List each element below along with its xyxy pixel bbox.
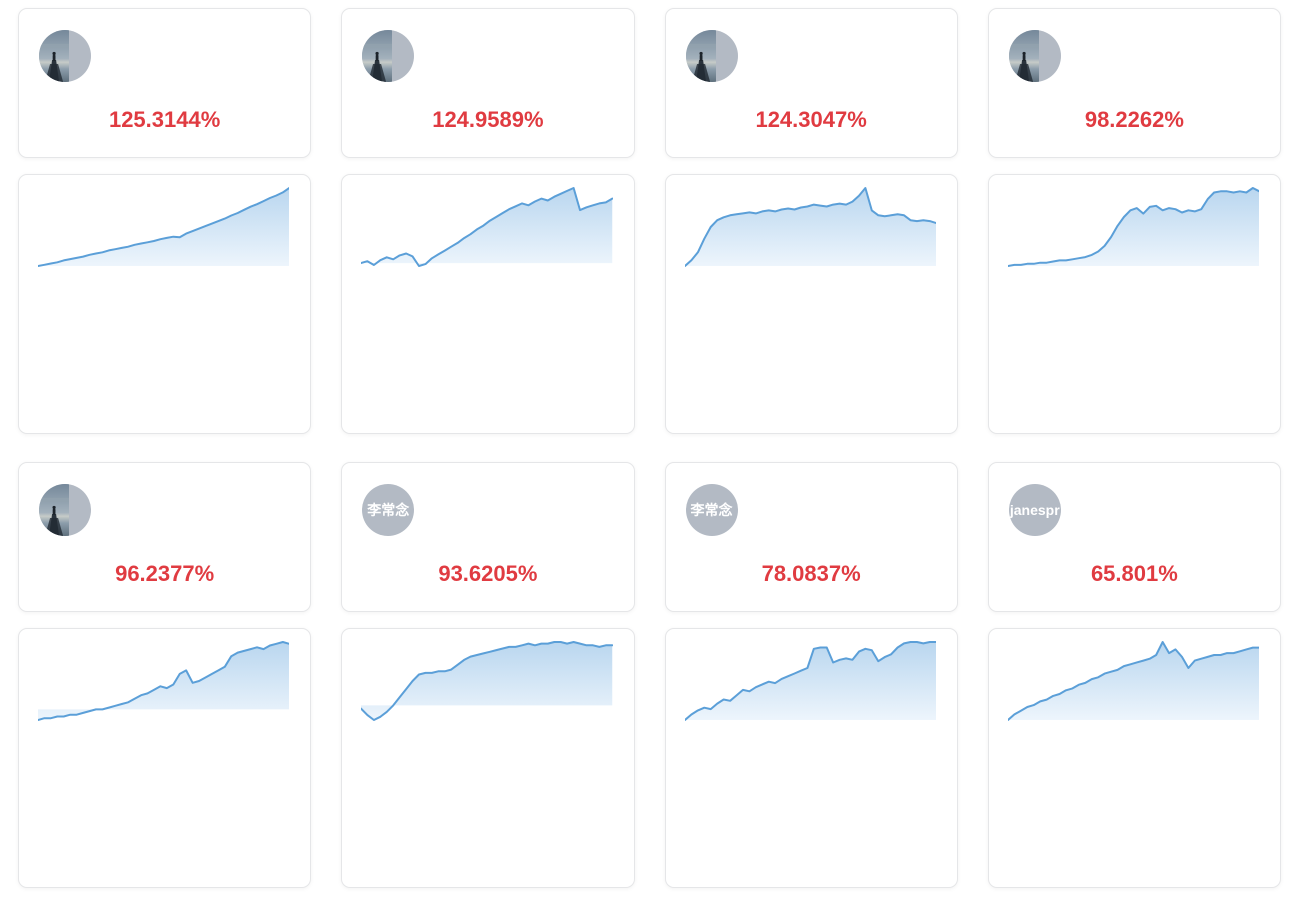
performance-tile-2[interactable]: 124.9589% xyxy=(341,8,635,434)
avatar[interactable] xyxy=(39,484,91,536)
return-percentage: 124.9589% xyxy=(432,107,544,132)
profile-card[interactable]: 李常念 93.6205% xyxy=(341,462,635,612)
performance-tile-8[interactable]: janespr 65.801% xyxy=(987,462,1281,888)
return-percentage: 65.801% xyxy=(1090,561,1178,586)
avatar[interactable] xyxy=(1008,30,1061,82)
performance-tile-1[interactable]: 125.3144% xyxy=(18,8,312,434)
performance-tile-7[interactable]: 李常念 78.0837% xyxy=(664,462,958,888)
avatar[interactable] xyxy=(39,30,91,82)
avatar-initials: 李常念 xyxy=(367,502,410,518)
chart-card[interactable] xyxy=(664,628,958,888)
sparkline-chart[interactable] xyxy=(1007,639,1259,723)
sparkline-chart[interactable] xyxy=(361,639,613,723)
profile-card[interactable]: 96.2377% xyxy=(18,462,312,612)
performance-tile-5[interactable]: 96.2377% xyxy=(18,462,312,888)
sparkline-chart[interactable] xyxy=(38,185,290,269)
sparkline-chart[interactable] xyxy=(1007,185,1259,269)
avatar[interactable] xyxy=(362,30,415,82)
return-percentage: 96.2377% xyxy=(115,561,215,586)
return-percentage: 125.3144% xyxy=(108,107,221,132)
chart-card[interactable] xyxy=(664,174,958,434)
chart-card[interactable] xyxy=(18,174,312,434)
performance-tile-4[interactable]: 98.2262% xyxy=(987,8,1281,434)
sparkline-chart[interactable] xyxy=(38,639,290,723)
sparkline-chart[interactable] xyxy=(684,639,936,723)
performance-tile-3[interactable]: 124.3047% xyxy=(664,8,958,434)
return-percentage: 98.2262% xyxy=(1084,107,1184,132)
avatar-initials: janespr xyxy=(1009,502,1060,518)
return-percentage: 78.0837% xyxy=(761,561,861,586)
avatar-photo-icon xyxy=(685,30,716,82)
avatar-initials: 李常念 xyxy=(690,502,733,518)
chart-card[interactable] xyxy=(987,174,1281,434)
chart-card[interactable] xyxy=(341,174,635,434)
chart-card[interactable] xyxy=(18,628,312,888)
performance-tile-6[interactable]: 李常念 93.6205% xyxy=(341,462,635,888)
avatar[interactable]: 李常念 xyxy=(362,484,415,536)
profile-card[interactable]: 125.3144% xyxy=(18,8,312,158)
profile-card[interactable]: 124.3047% xyxy=(664,8,958,158)
avatar[interactable]: 李常念 xyxy=(685,484,738,536)
avatar[interactable] xyxy=(685,30,738,82)
profile-card[interactable]: 98.2262% xyxy=(987,8,1281,158)
sparkline-chart[interactable] xyxy=(361,185,613,269)
chart-card[interactable] xyxy=(341,628,635,888)
chart-card[interactable] xyxy=(987,628,1281,888)
return-percentage: 93.6205% xyxy=(438,561,538,586)
profile-card[interactable]: 李常念 78.0837% xyxy=(664,462,958,612)
avatar-photo-icon xyxy=(39,484,70,536)
avatar[interactable]: janespr xyxy=(1008,484,1061,536)
avatar-photo-icon xyxy=(1008,30,1039,82)
profile-card[interactable]: 124.9589% xyxy=(341,8,635,158)
sparkline-chart[interactable] xyxy=(684,185,936,269)
profile-card[interactable]: janespr 65.801% xyxy=(987,462,1281,612)
return-percentage: 124.3047% xyxy=(755,107,867,132)
avatar-photo-icon xyxy=(362,30,393,82)
avatar-photo-icon xyxy=(39,30,70,82)
cards-grid: 125.3144% xyxy=(18,8,1281,888)
